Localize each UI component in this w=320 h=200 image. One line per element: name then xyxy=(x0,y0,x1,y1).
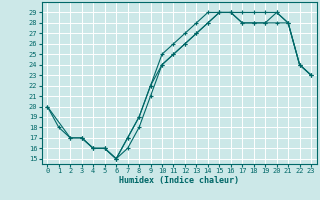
X-axis label: Humidex (Indice chaleur): Humidex (Indice chaleur) xyxy=(119,176,239,185)
